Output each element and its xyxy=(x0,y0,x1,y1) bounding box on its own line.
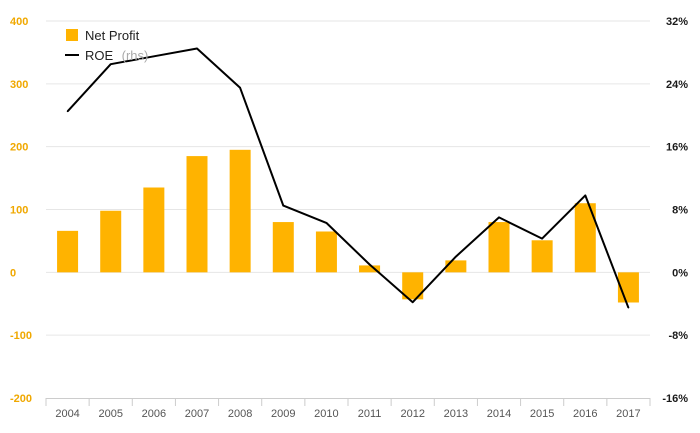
bar-2010 xyxy=(315,231,337,273)
bar-2011 xyxy=(359,265,381,273)
roe-point-2015 xyxy=(541,237,543,240)
roe-point-2004 xyxy=(66,110,69,113)
roe-point-2005 xyxy=(109,63,112,65)
roe-line xyxy=(66,47,630,309)
bar-2005 xyxy=(100,210,122,273)
roe-point-2010 xyxy=(325,222,328,224)
legend-roe-label: ROE (rhs) xyxy=(85,47,148,64)
legend: Net Profit ROE (rhs) xyxy=(65,28,148,64)
x-tick-label-2011: 2011 xyxy=(358,408,382,420)
right-tick-label: -16% xyxy=(662,393,688,405)
right-axis-ticks: -16% -8% 0% 8% 16% 24% 32% xyxy=(662,16,688,405)
roe-point-2012 xyxy=(411,301,414,303)
x-tick-label-2013: 2013 xyxy=(444,408,468,420)
right-tick-label: 24% xyxy=(666,79,688,91)
bar-2015 xyxy=(531,240,553,273)
x-tick-label-2007: 2007 xyxy=(185,408,209,420)
bar-2007 xyxy=(186,156,208,273)
right-tick-label: 8% xyxy=(672,205,688,217)
bar-2013 xyxy=(445,260,467,273)
roe-point-2006 xyxy=(153,55,155,58)
roe-point-2008 xyxy=(239,86,241,89)
bar-2006 xyxy=(143,187,165,273)
roe-line-group xyxy=(66,47,630,309)
x-tick-label-2009: 2009 xyxy=(271,408,295,420)
x-tick-label-2010: 2010 xyxy=(314,408,338,420)
net-profit-bars xyxy=(57,149,639,303)
right-tick-label: -8% xyxy=(668,330,688,342)
x-tick-label-2006: 2006 xyxy=(142,408,166,420)
left-axis-ticks: -200 -100 0 100 200 300 400 xyxy=(10,16,32,405)
right-tick-label: 32% xyxy=(666,16,688,28)
left-tick-label: 0 xyxy=(10,267,16,279)
roe-point-2009 xyxy=(282,204,285,207)
roe-point-2017 xyxy=(627,306,630,309)
legend-net-profit-swatch xyxy=(66,29,78,41)
roe-point-2013 xyxy=(455,255,457,258)
roe-point-2007 xyxy=(196,47,198,50)
legend-roe-label-main: ROE xyxy=(85,48,114,63)
roe-point-2014 xyxy=(498,216,500,219)
legend-roe-label-sub: (rhs) xyxy=(122,48,149,63)
left-tick-label: -100 xyxy=(10,330,32,342)
x-tick-label-2005: 2005 xyxy=(98,408,122,420)
bar-2016 xyxy=(574,203,596,273)
left-tick-label: 300 xyxy=(10,79,28,91)
left-tick-label: 400 xyxy=(10,16,28,28)
x-tick-label-2014: 2014 xyxy=(487,408,511,420)
bar-2012 xyxy=(402,272,424,300)
bar-2008 xyxy=(229,149,251,273)
x-axis: 2004 2005 2006 2007 2008 2009 2010 2011 2012 2013… xyxy=(45,398,651,420)
legend-net-profit-label: Net Profit xyxy=(85,28,140,43)
roe-point-2016 xyxy=(584,194,587,197)
left-tick-label: 100 xyxy=(10,205,28,217)
x-tick-label-2017: 2017 xyxy=(616,408,640,420)
right-tick-label: 16% xyxy=(666,142,688,154)
x-tick-label-2012: 2012 xyxy=(400,408,424,420)
x-tick-label-2016: 2016 xyxy=(573,408,597,420)
left-tick-label: -200 xyxy=(10,393,32,405)
x-tick-label-2004: 2004 xyxy=(55,408,79,420)
bar-2009 xyxy=(272,222,294,273)
gridlines xyxy=(46,20,650,336)
left-tick-label: 200 xyxy=(10,142,28,154)
roe-point-2011 xyxy=(368,263,371,266)
bar-2004 xyxy=(57,230,79,273)
x-tick-label-2008: 2008 xyxy=(228,408,252,420)
x-tick-label-2015: 2015 xyxy=(530,408,554,420)
bar-2014 xyxy=(488,222,510,273)
right-tick-label: 0% xyxy=(672,267,688,279)
